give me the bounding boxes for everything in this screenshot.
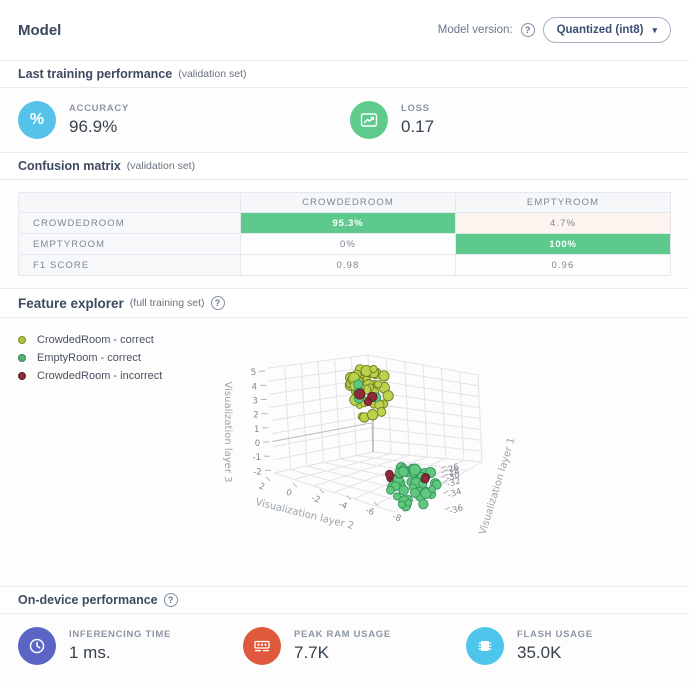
matrix-col-header: CROWDEDROOM	[240, 192, 456, 213]
percent-icon: %	[18, 101, 56, 139]
confusion-section-title: Confusion matrix	[18, 159, 121, 173]
flash-usage-label: FLASH USAGE	[517, 629, 593, 640]
matrix-row-label: F1 SCORE	[18, 254, 241, 276]
training-section-header: Last training performance (validation se…	[0, 60, 689, 88]
feature-section-title: Feature explorer	[18, 295, 124, 311]
chevron-down-icon: ▾	[652, 24, 657, 35]
inferencing-time-label: INFERENCING TIME	[69, 629, 171, 640]
svg-text:4: 4	[252, 382, 257, 392]
svg-text:-32: -32	[446, 476, 462, 490]
confusion-section-subtitle: (validation set)	[126, 160, 196, 172]
training-section-subtitle: (validation set)	[178, 68, 247, 80]
table-row: CROWDEDROOM 95.3% 4.7%	[18, 212, 671, 234]
line-chart-icon	[350, 101, 388, 139]
svg-text:5: 5	[251, 368, 256, 378]
legend-dot-icon	[18, 372, 26, 380]
confusion-matrix: CROWDEDROOM EMPTYROOM CROWDEDROOM 95.3% …	[18, 192, 671, 276]
page-title: Model	[18, 21, 62, 39]
feature-section-subtitle: (full training set)	[129, 297, 205, 309]
model-version-label: Model version:	[437, 24, 513, 36]
matrix-col-header: EMPTYROOM	[455, 192, 671, 213]
device-metrics: INFERENCING TIME 1 ms. PEAK RAM USAGE 7.…	[0, 614, 689, 687]
svg-text:-28: -28	[445, 466, 461, 480]
feature-plot-3d[interactable]: 5 4 3 2 1 0 -1 -2 2 0 -2 -4 -6 -8 -26-28-30-32-34 -36 Vi…	[198, 340, 548, 580]
feature-section-header: Feature explorer (full training set) ?	[0, 288, 689, 318]
svg-text:0: 0	[284, 488, 293, 499]
device-section-header: On-device performance ?	[0, 586, 689, 614]
peak-ram-metric: PEAK RAM USAGE 7.7K	[243, 627, 391, 665]
peak-ram-value: 7.7K	[294, 643, 329, 662]
accuracy-metric: % ACCURACY 96.9%	[18, 101, 129, 139]
matrix-row-label: EMPTYROOM	[18, 233, 241, 255]
svg-text:Visualization layer 3: Visualization layer 3	[222, 382, 233, 483]
feature-explorer-section: CrowdedRoom - correct EmptyRoom - correc…	[0, 318, 689, 586]
legend-item-crowdedroom-incorrect[interactable]: CrowdedRoom - incorrect	[18, 370, 162, 382]
svg-text:-34: -34	[447, 487, 463, 501]
loss-value: 0.17	[401, 117, 435, 136]
svg-text:2: 2	[253, 411, 258, 421]
legend-dot-icon	[18, 336, 26, 344]
svg-text:-8: -8	[391, 512, 402, 524]
svg-text:1: 1	[254, 425, 259, 435]
training-section-title: Last training performance	[18, 67, 173, 81]
clock-icon	[18, 627, 56, 665]
feature-help-icon[interactable]: ?	[210, 296, 225, 310]
svg-text:Visualization layer 1: Visualization layer 1	[478, 436, 518, 536]
device-section-title: On-device performance	[18, 593, 158, 607]
table-row: EMPTYROOM 0% 100%	[18, 233, 671, 255]
svg-text:-4: -4	[337, 500, 348, 512]
model-version-area: Model version: ? Quantized (int8) ▾	[438, 17, 671, 43]
confusion-section-header: Confusion matrix (validation set)	[0, 152, 689, 180]
peak-ram-label: PEAK RAM USAGE	[294, 629, 391, 640]
flash-usage-value: 35.0K	[517, 643, 562, 662]
device-help-icon[interactable]: ?	[163, 593, 178, 607]
matrix-cell: 100%	[455, 233, 671, 255]
matrix-cell: 0.98	[240, 254, 456, 276]
svg-text:-26: -26	[444, 462, 460, 476]
svg-text:-2: -2	[253, 467, 261, 477]
model-version-value: Quantized (int8)	[556, 24, 644, 36]
loss-metric: LOSS 0.17	[350, 101, 434, 139]
svg-text:0: 0	[255, 439, 260, 449]
confusion-section: CROWDEDROOM EMPTYROOM CROWDEDROOM 95.3% …	[0, 180, 689, 288]
legend-item-emptyroom-correct[interactable]: EmptyRoom - correct	[18, 352, 162, 364]
svg-text:-6: -6	[364, 506, 375, 518]
legend-dot-icon	[18, 354, 26, 362]
inferencing-time-value: 1 ms.	[69, 643, 111, 662]
svg-text:-30: -30	[445, 470, 461, 484]
plot-legend: CrowdedRoom - correct EmptyRoom - correc…	[18, 334, 162, 388]
svg-text:3: 3	[252, 397, 257, 407]
inferencing-time-metric: INFERENCING TIME 1 ms.	[18, 627, 171, 665]
matrix-cell: 4.7%	[455, 212, 671, 234]
accuracy-value: 96.9%	[69, 117, 118, 136]
matrix-row-label: CROWDEDROOM	[18, 212, 241, 234]
ram-icon	[243, 627, 281, 665]
svg-text:-1: -1	[253, 453, 261, 463]
model-version-dropdown[interactable]: Quantized (int8) ▾	[542, 17, 671, 43]
page-header: Model Model version: ? Quantized (int8) …	[0, 0, 689, 60]
flash-usage-metric: FLASH USAGE 35.0K	[466, 627, 593, 665]
model-version-help-icon[interactable]: ?	[520, 23, 535, 37]
matrix-cell: 0%	[240, 233, 456, 255]
loss-label: LOSS	[401, 103, 430, 114]
svg-text:2: 2	[257, 481, 266, 492]
svg-text:-36: -36	[448, 503, 464, 517]
legend-item-crowdedroom-correct[interactable]: CrowdedRoom - correct	[18, 334, 162, 346]
training-metrics: % ACCURACY 96.9% LOSS 0.17	[0, 88, 689, 152]
matrix-corner-cell	[18, 192, 241, 213]
chip-icon	[466, 627, 504, 665]
matrix-cell: 0.96	[455, 254, 671, 276]
matrix-cell: 95.3%	[240, 212, 456, 234]
table-row: F1 SCORE 0.98 0.96	[18, 254, 671, 276]
svg-text:-2: -2	[310, 493, 321, 505]
accuracy-label: ACCURACY	[69, 103, 129, 114]
